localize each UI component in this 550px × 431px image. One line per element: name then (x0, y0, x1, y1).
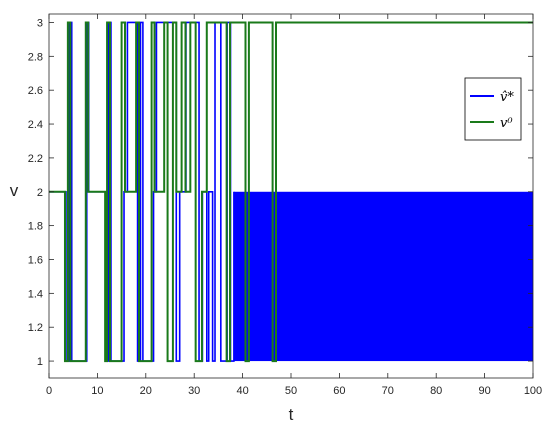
legend: v̂* v⁰ (464, 77, 522, 141)
x-tick-label: 20 (140, 385, 152, 397)
x-tick-label: 30 (188, 385, 200, 397)
y-tick-label: 2.4 (28, 119, 43, 131)
y-tick-label: 1.6 (28, 254, 43, 266)
y-tick-label: 1 (37, 356, 43, 368)
y-tick-label: 1.4 (28, 288, 43, 300)
y-tick-label: 2 (37, 187, 43, 199)
legend-label-v-zero: v⁰ (500, 116, 513, 131)
series-v-hat-star-dense-band (233, 191, 533, 362)
x-tick-label: 70 (382, 385, 394, 397)
x-tick-label: 0 (46, 385, 52, 397)
x-axis-label: t (289, 405, 294, 424)
x-tick-label: 80 (430, 385, 442, 397)
x-tick-label: 40 (236, 385, 248, 397)
ticks: 0 10 20 30 40 50 60 70 80 90 100 1 1.2 1.4 1.6 1.8 2 2.2 2… (28, 14, 542, 397)
y-tick-label: 1.8 (28, 221, 43, 233)
x-tick-label: 10 (91, 385, 103, 397)
y-tick-label: 2.8 (28, 51, 43, 63)
x-tick-label: 50 (285, 385, 297, 397)
y-tick-label: 2.2 (28, 153, 43, 165)
x-tick-label: 60 (333, 385, 345, 397)
y-tick-label: 3 (37, 17, 43, 29)
y-tick-label: 1.2 (28, 322, 43, 334)
y-axis-label: v (10, 181, 19, 200)
x-tick-label: 90 (478, 385, 490, 397)
x-tick-label: 100 (524, 385, 542, 397)
legend-box (464, 77, 522, 141)
series-layer (49, 21, 533, 363)
y-tick-label: 2.6 (28, 85, 43, 97)
series-v-zero-line (49, 21, 533, 363)
legend-label-v-hat-star: v̂* (500, 90, 514, 105)
